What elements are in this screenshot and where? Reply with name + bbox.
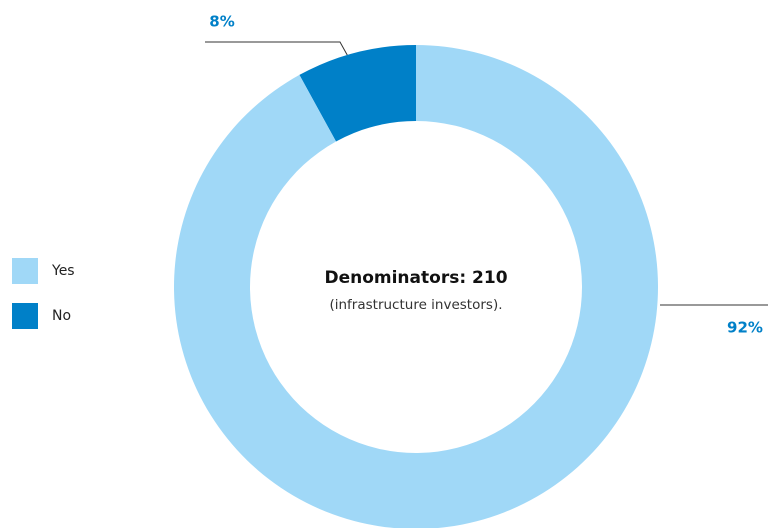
legend-swatch (12, 303, 38, 329)
legend-label: Yes (51, 263, 75, 279)
legend-swatch (12, 258, 38, 284)
center-title: Denominators: 210 (324, 268, 507, 288)
legend-label: No (52, 308, 71, 324)
donut-segment (299, 45, 416, 142)
value-label: 92% (727, 319, 763, 337)
leader-line (205, 41, 351, 61)
center-subtitle: (infrastructure investors). (329, 297, 502, 313)
donut-segment (174, 45, 658, 530)
value-label: 8% (209, 13, 234, 31)
